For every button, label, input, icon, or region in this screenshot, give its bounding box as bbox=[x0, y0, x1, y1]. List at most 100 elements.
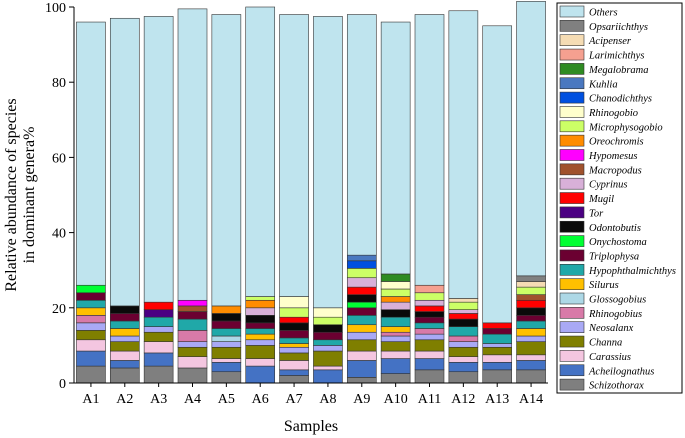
legend-label-cyprinus: Cyprinus bbox=[589, 180, 628, 191]
bar-segment-a10-silurus bbox=[380, 326, 411, 333]
bar-segment-a5-hypophthalmichthys bbox=[211, 328, 242, 337]
legend-swatch-kuhlia bbox=[559, 77, 585, 90]
bar-segment-a10-channa bbox=[380, 341, 411, 352]
bar-segment-a7-silurus bbox=[279, 343, 309, 348]
bar-segment-a7-neosalanx bbox=[279, 346, 309, 354]
legend-label-hypomesus: Hypomesus bbox=[588, 151, 637, 162]
bar-segment-a7-rhinogobio bbox=[279, 296, 309, 309]
bar-segment-a14-macropodus bbox=[516, 294, 546, 301]
bar-segment-a3-hypophthalmichthys bbox=[143, 316, 174, 327]
bar-segment-a4-macropodus bbox=[177, 305, 208, 312]
bar-segment-a9-silurus bbox=[346, 324, 377, 333]
bar-segment-a7-mugil bbox=[279, 316, 309, 324]
x-tick-label-a5: A5 bbox=[218, 392, 235, 407]
bar-segment-a4-hypophthalmichthys bbox=[177, 318, 208, 331]
legend-swatch-rhinogobius bbox=[559, 307, 585, 319]
bar-segment-a8-carassius bbox=[313, 365, 343, 371]
bar-segment-a7-acheilognathus bbox=[279, 369, 309, 376]
legend-label-schizothorax: Schizothorax bbox=[589, 381, 644, 392]
x-tick-label-a14: A14 bbox=[519, 392, 543, 407]
bar-segment-a11-acheilognathus bbox=[414, 358, 445, 371]
bar-segment-a1-carassius bbox=[76, 339, 106, 352]
bar-segment-a14-acheilognathus bbox=[516, 360, 546, 371]
bar-segment-a10-megalobrama bbox=[380, 273, 411, 282]
y-tick-label: 100 bbox=[45, 1, 66, 16]
bar-segment-a13-acheilognathus bbox=[482, 362, 513, 371]
legend-swatch-neosalanx bbox=[559, 321, 585, 334]
bar-segment-a9-chanodichthys bbox=[346, 260, 377, 269]
bar-segment-a12-hypophthalmichthys bbox=[448, 326, 479, 337]
bar-segment-a14-channa bbox=[516, 341, 546, 356]
bar-segment-a6-carassius bbox=[245, 358, 276, 367]
legend-label-onychostoma: Onychostoma bbox=[589, 237, 647, 248]
bar-segment-a12-neosalanx bbox=[448, 341, 479, 348]
bar-segment-a11-hypophthalmichthys bbox=[414, 322, 445, 329]
x-tick-label-a7: A7 bbox=[286, 392, 303, 407]
bar-segment-a6-hypophthalmichthys bbox=[245, 328, 276, 335]
x-tick-label-a11: A11 bbox=[418, 392, 442, 407]
bar-segment-a3-others bbox=[143, 16, 174, 303]
bar-segment-a2-silurus bbox=[109, 328, 140, 337]
bar-segment-a4-carassius bbox=[177, 356, 208, 369]
legend-swatch-cyprinus bbox=[559, 177, 585, 190]
bar-segment-a1-acheilognathus bbox=[76, 350, 106, 367]
bar-segment-a2-hypophthalmichthys bbox=[109, 320, 140, 329]
bar-segment-a5-channa bbox=[211, 346, 242, 359]
bar-segment-a12-rhinogobius bbox=[448, 335, 479, 342]
legend-swatch-schizothorax bbox=[559, 378, 585, 391]
bar-segment-a1-hypophthalmichthys bbox=[76, 299, 106, 309]
bar-segment-a6-odontobutis bbox=[245, 315, 276, 324]
bar-segment-a9-neosalanx bbox=[346, 331, 377, 341]
bar-segment-a8-microphysogobio bbox=[313, 316, 343, 326]
bar-segment-a9-channa bbox=[346, 339, 377, 352]
legend-swatch-macropodus bbox=[559, 163, 585, 176]
bar-segment-a14-acipenser bbox=[516, 281, 546, 288]
bar-segment-a6-neosalanx bbox=[245, 339, 276, 346]
legend-label-others: Others bbox=[589, 8, 618, 19]
bar-segment-a10-odontobutis bbox=[380, 309, 411, 318]
legend-swatch-megalobrama bbox=[559, 63, 585, 75]
legend-swatch-larimichthys bbox=[559, 48, 585, 61]
bar-segment-a14-others bbox=[516, 1, 546, 277]
bar-segment-a9-microphysogobio bbox=[346, 268, 377, 279]
bar-segment-a12-schizothorax bbox=[448, 371, 479, 384]
legend-label-opsariichthys: Opsariichthys bbox=[589, 22, 648, 33]
bar-segment-a11-neosalanx bbox=[414, 333, 445, 341]
legend-swatch-silurus bbox=[559, 278, 585, 290]
bar-segment-a5-carassius bbox=[211, 358, 242, 363]
bar-segment-a5-schizothorax bbox=[211, 371, 242, 384]
bar-segment-a9-kuhlia bbox=[346, 254, 377, 262]
bar-segment-a12-acheilognathus bbox=[448, 362, 479, 373]
bar-segment-a14-triplophysa bbox=[516, 315, 546, 322]
bar-segment-a10-rhinogobio bbox=[380, 281, 411, 290]
bar-segment-a2-odontobutis bbox=[109, 305, 140, 314]
bar-segment-a6-cyprinus bbox=[245, 307, 276, 316]
bar-segment-a12-channa bbox=[448, 346, 479, 357]
bar-segment-a8-triplophysa bbox=[313, 331, 343, 341]
bar-segment-a11-cyprinus bbox=[414, 299, 445, 307]
bar-segment-a10-oreochromis bbox=[380, 296, 411, 303]
y-ticks: 0 20 40 60 80 100 bbox=[45, 1, 74, 392]
bar-segment-a5-glossogobius bbox=[211, 335, 242, 342]
legend-swatch-acheilognathus bbox=[559, 364, 585, 377]
bar-segment-a4-schizothorax bbox=[177, 367, 208, 384]
bar-segment-a13-channa bbox=[482, 346, 513, 356]
legend-label-macropodus: Macropodus bbox=[588, 165, 642, 176]
x-tick-label-a4: A4 bbox=[184, 392, 201, 407]
bar-segment-a10-hypophthalmichthys bbox=[380, 316, 411, 327]
bar-segment-a9-mugil bbox=[346, 286, 377, 295]
legend-label-kuhlia: Kuhlia bbox=[588, 79, 618, 90]
axes bbox=[73, 7, 548, 384]
legend-swatch-glossogobius bbox=[559, 292, 585, 305]
bar-segment-a3-tor bbox=[143, 309, 174, 318]
legend-swatch-microphysogobio bbox=[559, 120, 585, 133]
legend-swatch-hypophthalmichthys bbox=[559, 263, 585, 276]
legend: Others Opsariichthys Acipenser Larimichthys… bbox=[556, 2, 683, 394]
bar-segment-a7-odontobutis bbox=[279, 322, 309, 331]
bar-segment-a4-triplophysa bbox=[177, 311, 208, 320]
legend-label-megalobrama: Megalobrama bbox=[588, 65, 649, 76]
bar-layer bbox=[76, 1, 546, 384]
bar-segment-a2-neosalanx bbox=[109, 335, 140, 342]
y-tick-label: 0 bbox=[59, 377, 66, 392]
y-tick-label: 20 bbox=[52, 302, 66, 317]
